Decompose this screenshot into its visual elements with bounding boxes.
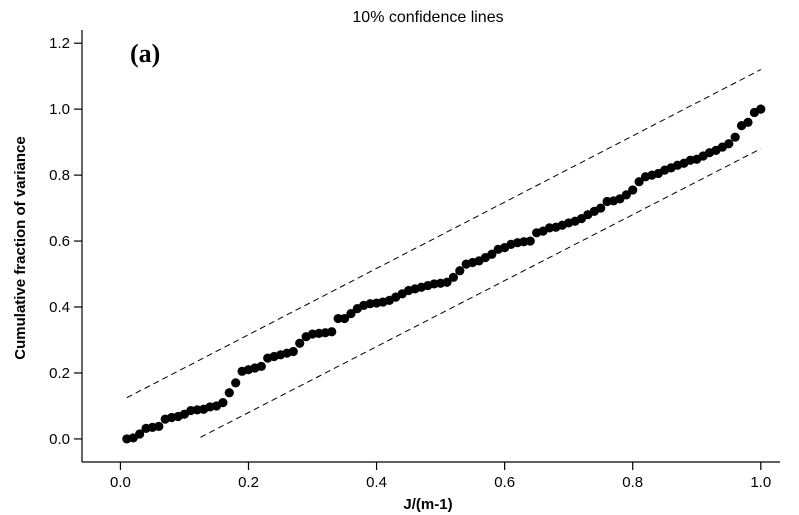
data-point — [295, 338, 305, 348]
upper-confidence-line — [126, 69, 762, 399]
y-tick-label: 0.6 — [49, 233, 70, 250]
data-point — [333, 313, 343, 324]
data-point — [339, 313, 350, 324]
chart-title: 10% confidence lines — [352, 9, 503, 26]
data-point — [346, 309, 356, 319]
y-tick-label: 0.2 — [49, 365, 70, 382]
data-point — [628, 185, 638, 195]
data-point — [621, 190, 631, 200]
y-tick-label: 1.2 — [49, 35, 70, 52]
data-point — [224, 388, 234, 398]
data-point — [442, 277, 452, 287]
x-axis-label: J/(m-1) — [403, 496, 452, 513]
data-point — [455, 266, 465, 276]
data-point — [487, 249, 497, 259]
y-tick-label: 1.0 — [49, 101, 70, 118]
x-tick-label: 1.0 — [750, 474, 771, 491]
panel-label: (a) — [130, 39, 160, 68]
data-point — [743, 117, 753, 127]
data-point — [256, 361, 266, 371]
plot-area — [81, 30, 780, 463]
data-point — [288, 346, 298, 357]
y-tick-label: 0.4 — [49, 299, 70, 316]
y-tick-label: 0.8 — [49, 167, 70, 184]
data-point — [634, 177, 644, 187]
data-point — [730, 132, 740, 142]
x-axis-ticks: 0.0 0.2 0.4 0.6 0.8 1.0 — [110, 462, 771, 491]
y-axis-ticks: 0.0 0.2 0.4 0.6 0.8 1.0 1.2 — [49, 35, 82, 448]
data-point — [135, 429, 145, 439]
y-axis-label: Cumulative fraction of variance — [12, 136, 29, 359]
data-point — [218, 398, 228, 408]
x-tick-label: 0.2 — [238, 474, 259, 491]
data-point — [448, 272, 459, 282]
data-point — [154, 421, 164, 431]
y-tick-label: 0.0 — [49, 431, 70, 448]
x-tick-label: 0.0 — [110, 474, 131, 491]
x-tick-label: 0.6 — [494, 474, 515, 491]
x-tick-label: 0.8 — [622, 474, 643, 491]
data-points — [122, 104, 766, 444]
data-point — [596, 203, 606, 213]
confidence-lines — [126, 69, 762, 438]
data-point — [525, 236, 535, 246]
data-point — [327, 327, 337, 337]
x-tick-label: 0.4 — [366, 474, 387, 491]
data-point — [756, 104, 766, 114]
lower-confidence-line — [200, 148, 762, 438]
data-point — [231, 378, 241, 388]
data-point — [724, 139, 734, 149]
